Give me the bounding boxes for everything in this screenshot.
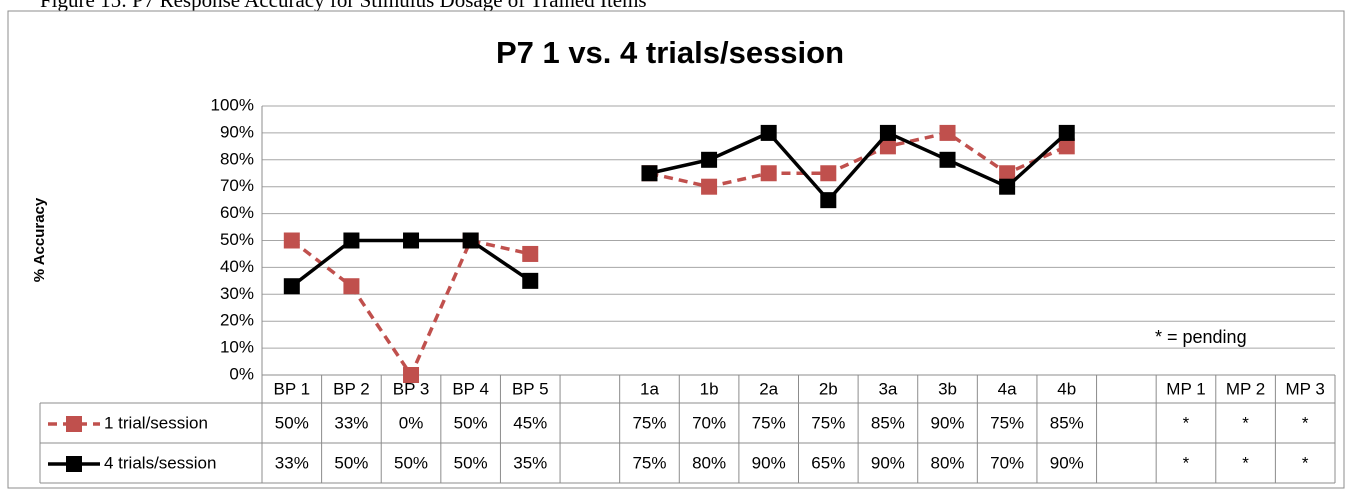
table-value: 65% <box>811 453 845 472</box>
chart-title: P7 1 vs. 4 trials/session <box>496 35 844 70</box>
table-value: 50% <box>394 453 428 472</box>
data-point <box>343 278 360 295</box>
x-tick-label: 2b <box>819 379 838 398</box>
data-point <box>641 165 658 182</box>
table-value: * <box>1183 453 1190 472</box>
data-point <box>701 178 718 195</box>
y-tick-label: 50% <box>220 230 254 249</box>
table-value: 50% <box>334 453 368 472</box>
y-tick-label: 20% <box>220 311 254 330</box>
data-point <box>939 151 956 168</box>
table-value: 85% <box>1050 413 1084 432</box>
chart-border <box>7 10 1345 489</box>
x-tick-label: 4a <box>998 379 1017 398</box>
table-value: 90% <box>1050 453 1084 472</box>
table-value: 0% <box>399 413 424 432</box>
data-point <box>1058 138 1075 155</box>
data-point <box>939 124 956 141</box>
data-point <box>999 165 1016 182</box>
x-tick-label: MP 1 <box>1166 379 1205 398</box>
y-axis-label: % Accuracy <box>31 197 48 282</box>
x-tick-label: BP 2 <box>333 379 370 398</box>
table-value: 90% <box>931 413 965 432</box>
x-tick-label: 3b <box>938 379 957 398</box>
table-value: 33% <box>334 413 368 432</box>
table-value: 90% <box>871 453 905 472</box>
table-value: 85% <box>871 413 905 432</box>
data-point <box>522 272 539 289</box>
x-tick-label: 1a <box>640 379 659 398</box>
data-point <box>283 232 300 249</box>
series-line <box>290 131 1068 379</box>
table-value: 33% <box>275 453 309 472</box>
table-value: 75% <box>632 413 666 432</box>
table-value: 50% <box>275 413 309 432</box>
table-value: 80% <box>692 453 726 472</box>
legend-marker <box>66 416 82 432</box>
x-tick-label: BP 1 <box>274 379 311 398</box>
x-tick-label: 3a <box>878 379 897 398</box>
table-value: 75% <box>632 453 666 472</box>
y-tick-label: 60% <box>220 203 254 222</box>
x-tick-label: BP 4 <box>452 379 489 398</box>
data-point <box>343 232 360 249</box>
x-tick-label: 4b <box>1057 379 1076 398</box>
legend-label: 4 trials/session <box>104 453 216 472</box>
data-point <box>283 278 300 295</box>
data-point <box>820 165 837 182</box>
legend-marker <box>66 456 82 472</box>
table-value: 70% <box>692 413 726 432</box>
data-point <box>760 165 777 182</box>
legend-label: 1 trial/session <box>104 413 208 432</box>
data-point <box>879 138 896 155</box>
data-point <box>879 124 896 141</box>
y-tick-label: 100% <box>211 95 254 114</box>
data-point <box>999 178 1016 195</box>
x-tick-label: BP 5 <box>512 379 549 398</box>
table-value: * <box>1183 413 1190 432</box>
table-value: 75% <box>752 413 786 432</box>
x-tick-label: 2a <box>759 379 778 398</box>
x-tick-label: MP 2 <box>1226 379 1265 398</box>
table-value: * <box>1242 453 1249 472</box>
table-value: * <box>1302 413 1309 432</box>
data-point <box>701 151 718 168</box>
table-value: * <box>1242 413 1249 432</box>
y-tick-label: 40% <box>220 257 254 276</box>
annotation: * = pending <box>1155 327 1247 347</box>
table-value: 90% <box>752 453 786 472</box>
table-value: 70% <box>990 453 1024 472</box>
table-value: * <box>1302 453 1309 472</box>
y-tick-label: 30% <box>220 284 254 303</box>
y-tick-label: 10% <box>220 338 254 357</box>
y-tick-label: 80% <box>220 149 254 168</box>
data-point <box>403 367 420 383</box>
data-point <box>403 232 420 249</box>
data-point <box>522 245 539 262</box>
table-value: 50% <box>454 453 488 472</box>
y-tick-label: 90% <box>220 122 254 141</box>
table-value: 45% <box>513 413 547 432</box>
caption: Figure 15: P7 Response Accuracy for Stim… <box>40 0 647 12</box>
table-value: 35% <box>513 453 547 472</box>
table-value: 80% <box>931 453 965 472</box>
table-value: 75% <box>811 413 845 432</box>
table-value: 50% <box>454 413 488 432</box>
x-tick-label: MP 3 <box>1286 379 1325 398</box>
x-tick-label: 1b <box>700 379 719 398</box>
data-point <box>760 124 777 141</box>
x-tick-label: BP 3 <box>393 379 430 398</box>
y-tick-label: 0% <box>229 364 254 383</box>
y-tick-label: 70% <box>220 176 254 195</box>
table-value: 75% <box>990 413 1024 432</box>
data-point <box>462 232 479 249</box>
data-point <box>820 192 837 209</box>
data-point <box>1058 124 1075 141</box>
